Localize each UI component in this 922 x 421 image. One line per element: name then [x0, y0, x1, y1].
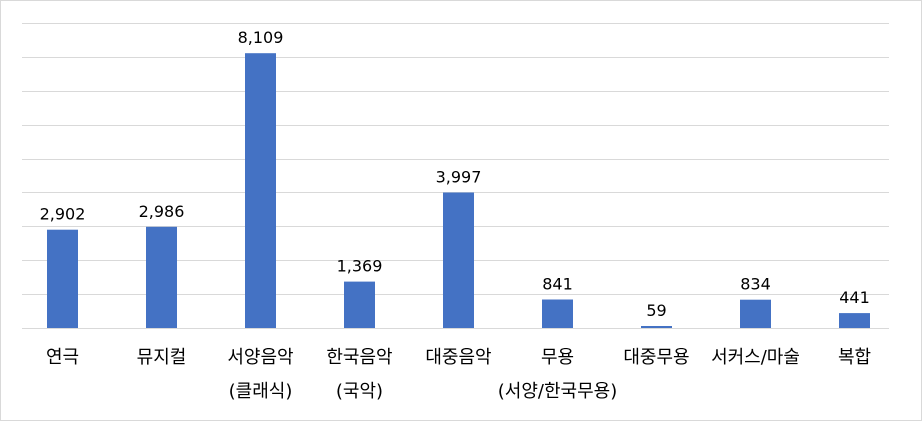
- bar: [344, 281, 375, 328]
- category-label: 대중무용: [623, 347, 689, 368]
- data-label: 2,986: [139, 202, 185, 221]
- category-label: 뮤지컬: [137, 347, 187, 368]
- data-label: 834: [740, 275, 771, 294]
- category-label: 한국음악: [326, 347, 392, 368]
- category-label: (국악): [336, 381, 383, 402]
- bars: [47, 53, 870, 328]
- bar: [839, 313, 870, 328]
- bar: [641, 326, 672, 328]
- category-label: (서양/한국무용): [498, 381, 617, 402]
- category-label: 연극: [46, 347, 79, 368]
- category-label: 서커스/마술: [711, 347, 800, 368]
- category-label: (클래식): [229, 381, 293, 402]
- category-labels: 연극 뮤지컬 서양음악 (클래식) 한국음악 (국악) 대중음악 무용 (서양/한국무용) 대중무…: [46, 347, 871, 402]
- data-label: 841: [542, 275, 573, 294]
- category-label: 무용: [541, 347, 574, 368]
- bar: [542, 299, 573, 328]
- category-label: 서양음악: [227, 347, 293, 368]
- data-label: 1,369: [337, 257, 383, 276]
- bar: [245, 53, 276, 328]
- data-label: 2,902: [40, 205, 86, 224]
- data-label: 3,997: [436, 168, 482, 187]
- bar: [443, 192, 474, 328]
- bar: [146, 226, 177, 328]
- bar: [47, 229, 78, 328]
- data-label: 441: [839, 288, 870, 307]
- category-label: 대중음악: [425, 347, 491, 368]
- bar: [740, 299, 771, 328]
- data-labels: 2,902 2,986 8,109 1,369 3,997 841 59 834 441: [40, 28, 870, 320]
- data-label: 8,109: [238, 28, 284, 47]
- data-label: 59: [646, 301, 666, 320]
- category-label: 복합: [838, 347, 871, 368]
